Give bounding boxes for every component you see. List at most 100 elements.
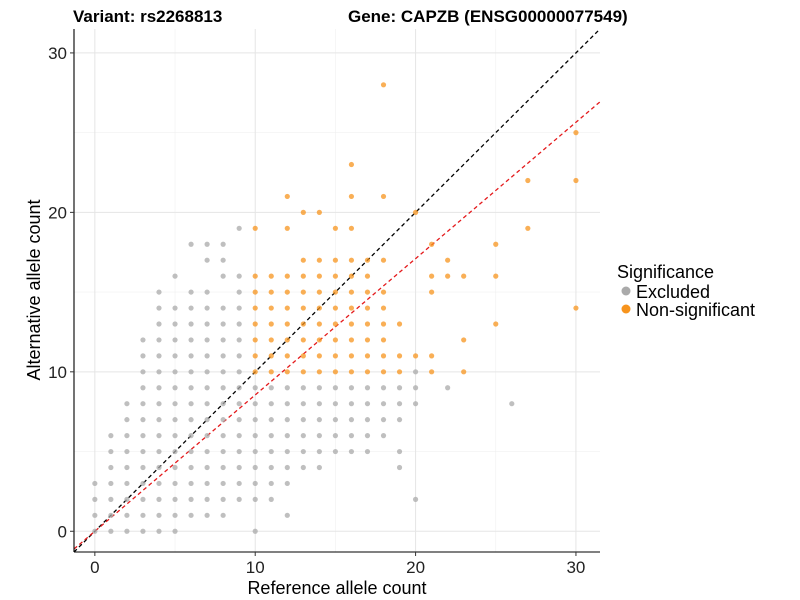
- data-point: [316, 417, 322, 423]
- data-point: [412, 496, 419, 502]
- data-point: [284, 401, 290, 407]
- legend-nonsignificant-label: Non-significant: [636, 300, 755, 320]
- data-point: [493, 321, 499, 327]
- legend-excluded-swatch: [621, 286, 631, 296]
- data-point: [396, 448, 403, 455]
- data-point: [573, 130, 579, 136]
- data-point: [284, 448, 290, 455]
- data-point: [412, 385, 419, 391]
- data-point: [332, 433, 338, 439]
- data-point: [396, 353, 403, 359]
- data-point: [348, 353, 355, 359]
- data-point: [332, 305, 338, 311]
- data-point: [332, 417, 338, 423]
- data-point: [284, 464, 290, 471]
- data-point: [204, 480, 210, 487]
- data-point: [429, 353, 435, 359]
- data-point: [124, 448, 130, 455]
- data-point: [284, 289, 290, 295]
- series-non-significant: [252, 82, 579, 375]
- data-point: [188, 496, 194, 502]
- data-point: [332, 321, 338, 327]
- data-point: [140, 401, 146, 407]
- data-point: [108, 464, 114, 471]
- data-point: [204, 321, 210, 327]
- x-axis-title: Reference allele count: [247, 578, 426, 598]
- data-point: [316, 464, 322, 471]
- data-point: [124, 512, 130, 518]
- data-point: [140, 369, 146, 375]
- data-point: [332, 385, 338, 391]
- data-point: [108, 512, 114, 518]
- legend-excluded-label: Excluded: [636, 282, 710, 302]
- data-point: [92, 512, 98, 518]
- data-point: [461, 369, 467, 375]
- data-point: [220, 257, 226, 263]
- data-point: [348, 433, 355, 439]
- data-point: [172, 512, 178, 518]
- data-point: [316, 385, 322, 391]
- data-point: [284, 433, 290, 439]
- tick-labels: 0 10 20 30 0 10 20 30: [48, 44, 585, 577]
- data-point: [188, 385, 194, 391]
- data-point: [300, 209, 306, 215]
- data-point: [236, 369, 242, 375]
- data-point: [172, 464, 178, 471]
- data-point: [380, 257, 387, 263]
- data-point: [124, 417, 130, 423]
- data-point: [300, 401, 306, 407]
- data-point: [284, 512, 290, 518]
- data-point: [252, 401, 258, 407]
- data-point: [252, 480, 258, 487]
- data-point: [429, 289, 435, 295]
- data-point: [348, 369, 355, 375]
- data-point: [364, 433, 371, 439]
- data-point: [236, 337, 242, 343]
- data-point: [348, 193, 355, 200]
- data-point: [156, 337, 162, 343]
- data-point: [348, 225, 355, 231]
- data-point: [124, 433, 130, 439]
- data-point: [316, 433, 322, 439]
- data-point: [252, 225, 258, 231]
- data-point: [445, 273, 451, 279]
- data-point: [92, 496, 98, 502]
- data-point: [316, 337, 322, 343]
- data-point: [252, 448, 258, 455]
- data-point: [172, 321, 178, 327]
- data-point: [140, 417, 146, 423]
- data-point: [364, 321, 371, 327]
- data-point: [284, 321, 290, 327]
- data-point: [396, 321, 403, 327]
- data-point: [300, 433, 306, 439]
- data-point: [124, 464, 130, 471]
- data-point: [380, 193, 387, 200]
- data-point: [236, 385, 242, 391]
- data-point: [236, 448, 242, 455]
- data-points: [92, 82, 579, 534]
- data-point: [204, 289, 210, 295]
- data-point: [156, 464, 162, 471]
- data-point: [172, 401, 178, 407]
- data-point: [300, 257, 306, 263]
- data-point: [300, 305, 306, 311]
- data-point: [300, 448, 306, 455]
- data-point: [573, 305, 579, 311]
- data-point: [156, 512, 162, 518]
- data-point: [188, 464, 194, 471]
- x-tick-label: 20: [406, 558, 425, 577]
- data-point: [204, 464, 210, 471]
- y-tick-label: 0: [58, 522, 67, 541]
- data-point: [140, 496, 146, 502]
- data-point: [493, 241, 499, 247]
- legend-title: Significance: [617, 262, 714, 282]
- data-point: [220, 337, 226, 343]
- data-point: [284, 385, 290, 391]
- data-point: [188, 401, 194, 407]
- data-point: [380, 385, 387, 391]
- data-point: [252, 433, 258, 439]
- data-point: [396, 464, 403, 471]
- y-tick-label: 30: [48, 44, 67, 63]
- data-point: [156, 433, 162, 439]
- data-point: [156, 369, 162, 375]
